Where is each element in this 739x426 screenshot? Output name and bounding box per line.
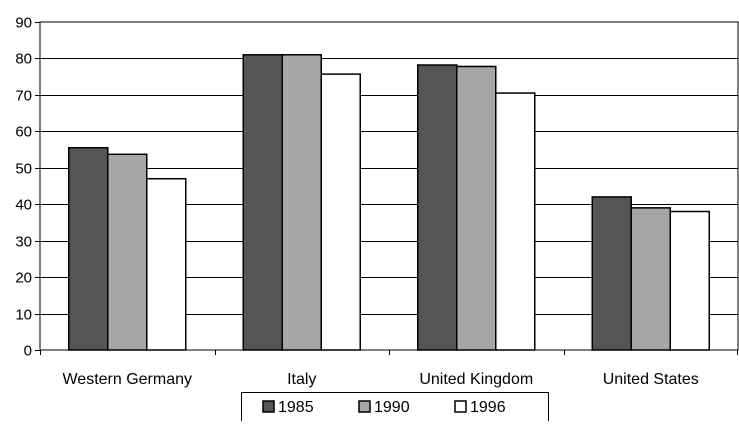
bar-1990-3 (630, 207, 671, 351)
bar-1985-1 (242, 54, 283, 351)
bar-1990-1 (281, 54, 322, 351)
x-category-label: United States (603, 371, 699, 388)
bar-1996-3 (669, 210, 710, 351)
y-tick-label: 20 (15, 270, 32, 287)
y-tick-label: 30 (15, 234, 32, 251)
y-tick-label: 60 (15, 124, 32, 141)
legend-label: 1990 (374, 399, 410, 416)
bar-1996-0 (146, 177, 187, 351)
legend-swatch-1996 (454, 400, 467, 413)
bar-1990-0 (107, 153, 148, 351)
bar-1996-2 (495, 92, 536, 351)
legend: 1985 1990 1996 (241, 392, 549, 422)
legend-label: 1996 (470, 399, 506, 416)
bar-1985-3 (591, 196, 632, 351)
legend-label: 1985 (278, 399, 314, 416)
legend-swatch-1985 (262, 400, 275, 413)
y-tick-label: 80 (15, 51, 32, 68)
bar-1990-2 (456, 65, 497, 351)
x-category-label: United Kingdom (419, 371, 533, 388)
axis-layer: 0 10 20 30 40 50 60 70 80 90 Western Germany Italy U… (15, 15, 738, 388)
y-tick-label: 10 (15, 307, 32, 324)
y-tick-label: 90 (15, 15, 32, 32)
bar-1996-1 (320, 73, 361, 351)
bar-1985-0 (68, 146, 109, 351)
bars-layer (68, 54, 710, 351)
y-tick-label: 50 (15, 161, 32, 178)
x-category-label: Western Germany (62, 371, 192, 388)
y-tick-label: 70 (15, 88, 32, 105)
x-category-label: Italy (287, 371, 316, 388)
bar-1985-2 (417, 64, 458, 351)
legend-swatch-1990 (358, 400, 371, 413)
y-tick-label: 0 (24, 343, 32, 360)
y-tick-label: 40 (15, 197, 32, 214)
